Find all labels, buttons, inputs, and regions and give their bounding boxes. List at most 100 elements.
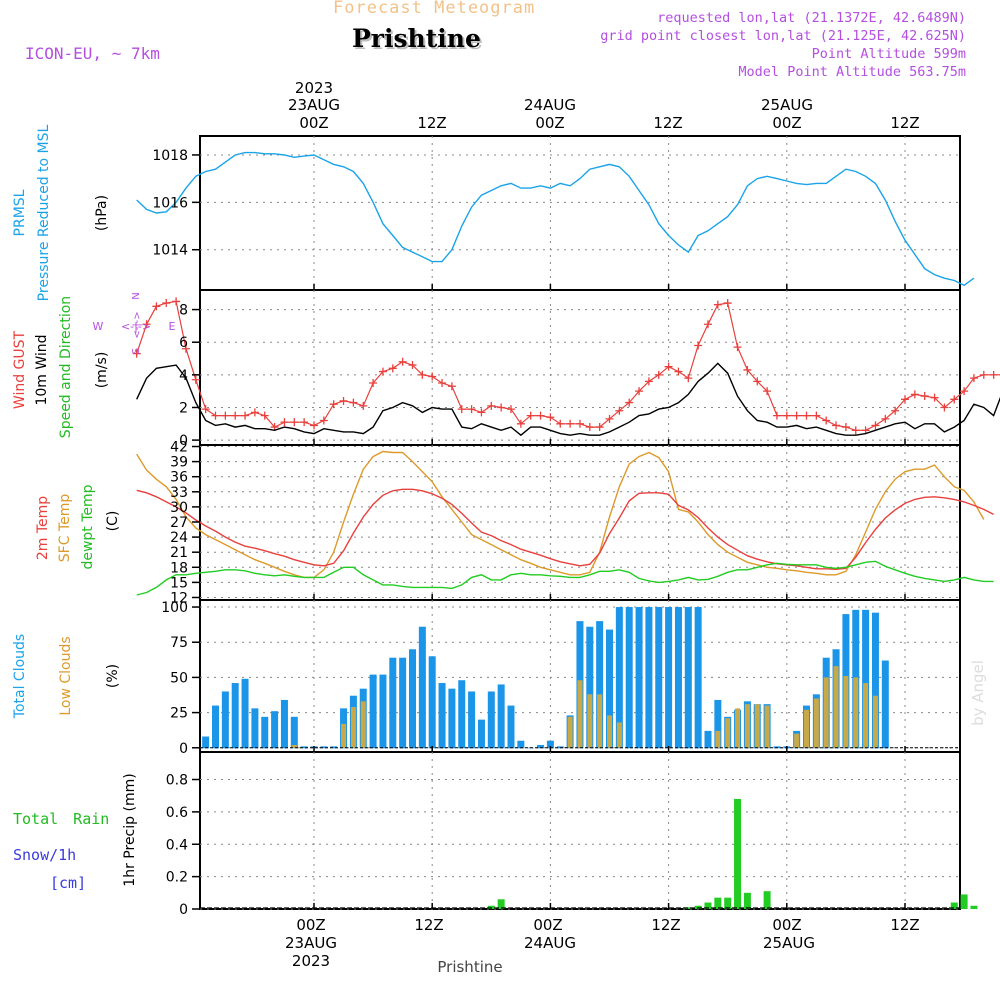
total-cloud-bar: [606, 629, 613, 749]
low-cloud-bar: [341, 723, 347, 748]
low-cloud-bar: [794, 733, 800, 748]
wind-gust-marker: [605, 414, 614, 423]
model-point-altitude: Model Point Altitude 563.75m: [738, 64, 966, 80]
wind-gust-marker: [526, 411, 535, 420]
rain-bar: [734, 798, 742, 909]
low-cloud-bar: [744, 704, 750, 748]
footer-location: Prishtine: [437, 958, 502, 976]
bottom-tick-label-2: 12Z: [414, 916, 443, 934]
total-cloud-bar: [881, 660, 889, 749]
wind-gust-marker: [408, 361, 417, 370]
wind-gust-marker: [595, 423, 604, 432]
wind-gust-marker: [467, 405, 476, 414]
wind-gust-marker: [359, 401, 368, 410]
wind-gust-marker: [822, 416, 831, 425]
wind-gust-marker: [191, 375, 200, 384]
wind-gust-marker: [989, 370, 998, 379]
wind-gust-marker: [152, 302, 161, 311]
temp-y-tick-label: 21: [170, 545, 188, 561]
total-cloud-bar: [399, 657, 407, 749]
low-cloud-bar: [872, 695, 878, 748]
total-cloud-bar: [684, 607, 692, 749]
compass-north: N: [131, 292, 142, 299]
pressure-series-line: [136, 151, 975, 287]
wind-gust-marker: [960, 387, 969, 396]
total-cloud-bar: [369, 674, 377, 749]
total-cloud-bar: [418, 626, 426, 749]
total-cloud-bar: [409, 649, 416, 749]
total-cloud-bar: [300, 746, 308, 749]
location-title: Prishtine: [352, 24, 481, 53]
wind-y-tick-label: 8: [179, 303, 188, 319]
wind-gust-marker: [241, 411, 250, 420]
total-cloud-bar: [448, 688, 456, 749]
total-cloud-bar: [280, 699, 288, 749]
total-cloud-bar: [596, 621, 604, 749]
total-cloud-bar: [862, 609, 870, 749]
top-year-label: 2023: [295, 79, 333, 97]
temp-dewpt-label: dewpt Temp: [80, 484, 96, 569]
rain-bar: [724, 897, 732, 909]
low-cloud-bar: [735, 708, 741, 748]
rain-bar: [684, 907, 692, 909]
low-cloud-bar: [567, 716, 573, 748]
rain-bar: [714, 897, 722, 909]
low-cloud-bar: [360, 701, 366, 748]
rain-bar: [743, 892, 751, 909]
cloud-y-tick-label: 25: [170, 706, 188, 722]
low-cloud-bar: [350, 706, 356, 748]
wind-gust-marker: [280, 418, 289, 427]
watermark: by Angel: [969, 660, 987, 726]
low-cloud-bar: [607, 715, 612, 748]
pressure-y-tick-label: 1018: [152, 148, 188, 164]
precip-rain-label: Total Rain: [13, 810, 109, 828]
wind-10m-line: [136, 362, 1000, 437]
wind-gust-marker: [792, 411, 801, 420]
chart-top-title: Forecast Meteogram: [333, 0, 536, 18]
bottom-day-label-2: 24AUG: [524, 934, 576, 952]
wind-gust-marker: [507, 405, 515, 414]
low-cloud-bar: [764, 705, 770, 748]
temp-2m-label: 2m Temp: [35, 496, 51, 560]
wind-gust-marker: [349, 398, 358, 407]
low-cloud-bar: [616, 722, 622, 748]
wind-gust-marker: [546, 413, 555, 422]
wind-gust-marker: [625, 398, 634, 407]
wind-gust-marker: [841, 423, 850, 432]
precip-y-tick-label: 0: [179, 902, 188, 918]
total-cloud-bar: [428, 656, 436, 749]
wind-gust-marker: [763, 387, 772, 396]
wind-gust-marker: [536, 411, 545, 420]
temp-y-tick-label: 33: [170, 485, 188, 501]
temp-y-tick-label: 24: [170, 530, 188, 546]
wind-gust-marker: [684, 374, 693, 383]
bottom-tick-label-1: 00Z: [296, 916, 325, 934]
wind-gust-marker: [812, 411, 821, 420]
wind-gust-label: Wind GUST: [12, 330, 28, 409]
total-cloud-bar: [330, 746, 338, 749]
total-cloud-bar: [251, 708, 259, 749]
wind-gust-marker: [398, 357, 407, 366]
total-cloud-bar: [241, 678, 249, 749]
wind-gust-marker: [920, 392, 929, 401]
bottom-tick-label-5: 00Z: [772, 916, 801, 934]
low-cloud-bar: [813, 698, 819, 748]
total-cloud-bar: [546, 740, 554, 749]
wind-gust-marker: [704, 320, 712, 329]
pressure-y-tick-label: 1016: [152, 195, 188, 211]
bottom-tick-label-6: 12Z: [890, 916, 919, 934]
total-cloud-bar: [271, 711, 279, 749]
wind-gust-marker: [556, 419, 565, 428]
wind-gust-marker: [310, 421, 318, 430]
wind-gust-marker: [132, 349, 141, 358]
bottom-tick-label-3: 00Z: [533, 916, 562, 934]
compass-arrow-vertical: <-|->: [132, 311, 143, 338]
total-cloud-bar: [586, 626, 594, 749]
wind-y-tick-label: 2: [179, 400, 188, 416]
total-cloud-bar: [714, 699, 722, 749]
temp-y-tick-label: 15: [170, 575, 188, 591]
pressure-label-prmsl: PRMSL: [12, 189, 28, 236]
wind-y-tick-label: 6: [179, 335, 188, 351]
temp-y-tick-label: 12: [170, 590, 188, 606]
total-cloud-bar: [704, 730, 712, 749]
